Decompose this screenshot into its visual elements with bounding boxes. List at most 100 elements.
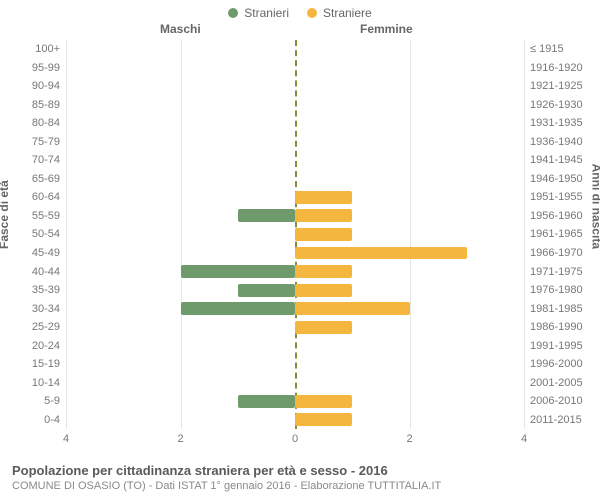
x-tick: 4 — [63, 433, 69, 445]
age-row: 15-191996-2000 — [66, 355, 524, 374]
birth-year-label: 1971-1975 — [524, 266, 583, 278]
age-label: 75-79 — [32, 136, 66, 148]
x-tick: 2 — [406, 433, 412, 445]
age-label: 20-24 — [32, 340, 66, 352]
bar-male — [181, 302, 296, 315]
bar-female — [295, 265, 352, 278]
age-row: 80-841931-1935 — [66, 114, 524, 133]
age-label: 85-89 — [32, 99, 66, 111]
legend-swatch-male — [228, 8, 238, 18]
birth-year-label: 1991-1995 — [524, 340, 583, 352]
age-label: 90-94 — [32, 80, 66, 92]
age-row: 0-42011-2015 — [66, 410, 524, 429]
legend-swatch-female — [307, 8, 317, 18]
age-row: 35-391976-1980 — [66, 281, 524, 300]
bar-female — [295, 284, 352, 297]
legend-label-female: Straniere — [323, 6, 372, 20]
birth-year-label: 1926-1930 — [524, 99, 583, 111]
age-row: 55-591956-1960 — [66, 207, 524, 226]
age-row: 10-142001-2005 — [66, 373, 524, 392]
age-label: 40-44 — [32, 266, 66, 278]
chart-area: Fasce di età Anni di nascita 100+≤ 19159… — [0, 40, 600, 457]
age-row: 20-241991-1995 — [66, 336, 524, 355]
age-row: 60-641951-1955 — [66, 188, 524, 207]
plot-area: 100+≤ 191595-991916-192090-941921-192585… — [66, 40, 524, 429]
birth-year-label: 2006-2010 — [524, 395, 583, 407]
birth-year-label: 1976-1980 — [524, 284, 583, 296]
birth-year-label: 1956-1960 — [524, 210, 583, 222]
legend-item-male: Stranieri — [228, 6, 289, 20]
birth-year-label: 1931-1935 — [524, 117, 583, 129]
age-row: 75-791936-1940 — [66, 133, 524, 152]
age-label: 5-9 — [44, 395, 66, 407]
header-female: Femmine — [360, 22, 413, 36]
bar-female — [295, 395, 352, 408]
age-label: 100+ — [35, 43, 66, 55]
bar-female — [295, 209, 352, 222]
x-axis: 4 2 0 2 4 — [66, 433, 524, 447]
header-male: Maschi — [160, 22, 201, 36]
age-label: 10-14 — [32, 377, 66, 389]
bar-male — [238, 284, 295, 297]
bar-female — [295, 247, 467, 260]
age-label: 35-39 — [32, 284, 66, 296]
age-row: 5-92006-2010 — [66, 392, 524, 411]
age-row: 45-491966-1970 — [66, 244, 524, 263]
age-row: 65-691946-1950 — [66, 170, 524, 189]
birth-year-label: 1966-1970 — [524, 247, 583, 259]
age-label: 45-49 — [32, 247, 66, 259]
birth-year-label: 2011-2015 — [524, 414, 582, 426]
bar-female — [295, 191, 352, 204]
birth-year-label: 1946-1950 — [524, 173, 583, 185]
birth-year-label: 1986-1990 — [524, 321, 583, 333]
bar-female — [295, 228, 352, 241]
birth-year-label: 1921-1925 — [524, 80, 583, 92]
age-label: 60-64 — [32, 191, 66, 203]
age-label: 70-74 — [32, 154, 66, 166]
column-headers: Maschi Femmine — [0, 22, 600, 38]
legend-label-male: Stranieri — [244, 6, 289, 20]
y-axis-title-right: Anni di nascita — [589, 163, 600, 248]
bar-male — [238, 209, 295, 222]
bar-male — [238, 395, 295, 408]
birth-year-label: 1996-2000 — [524, 358, 583, 370]
age-label: 95-99 — [32, 62, 66, 74]
footer: Popolazione per cittadinanza straniera p… — [0, 457, 600, 500]
x-tick: 2 — [177, 433, 183, 445]
age-label: 30-34 — [32, 303, 66, 315]
chart-title: Popolazione per cittadinanza straniera p… — [12, 463, 590, 478]
chart-subtitle: COMUNE DI OSASIO (TO) - Dati ISTAT 1° ge… — [12, 480, 590, 492]
age-row: 90-941921-1925 — [66, 77, 524, 96]
bar-male — [181, 265, 296, 278]
legend-item-female: Straniere — [307, 6, 372, 20]
bar-female — [295, 302, 410, 315]
birth-year-label: 2001-2005 — [524, 377, 583, 389]
age-row: 50-541961-1965 — [66, 225, 524, 244]
age-label: 80-84 — [32, 117, 66, 129]
x-tick: 0 — [292, 433, 298, 445]
birth-year-label: 1941-1945 — [524, 154, 583, 166]
legend: Stranieri Straniere — [0, 0, 600, 22]
x-tick: 4 — [521, 433, 527, 445]
age-label: 25-29 — [32, 321, 66, 333]
age-row: 95-991916-1920 — [66, 59, 524, 78]
age-label: 55-59 — [32, 210, 66, 222]
age-row: 100+≤ 1915 — [66, 40, 524, 59]
age-label: 15-19 — [32, 358, 66, 370]
birth-year-label: 1916-1920 — [524, 62, 583, 74]
y-axis-title-left: Fasce di età — [0, 180, 11, 249]
age-label: 50-54 — [32, 228, 66, 240]
birth-year-label: 1981-1985 — [524, 303, 583, 315]
bar-female — [295, 413, 352, 426]
birth-year-label: ≤ 1915 — [524, 43, 564, 55]
age-row: 40-441971-1975 — [66, 262, 524, 281]
age-row: 70-741941-1945 — [66, 151, 524, 170]
age-label: 0-4 — [44, 414, 66, 426]
bar-female — [295, 321, 352, 334]
age-row: 25-291986-1990 — [66, 318, 524, 337]
age-label: 65-69 — [32, 173, 66, 185]
birth-year-label: 1961-1965 — [524, 228, 583, 240]
age-row: 30-341981-1985 — [66, 299, 524, 318]
age-row: 85-891926-1930 — [66, 96, 524, 115]
birth-year-label: 1951-1955 — [524, 191, 583, 203]
